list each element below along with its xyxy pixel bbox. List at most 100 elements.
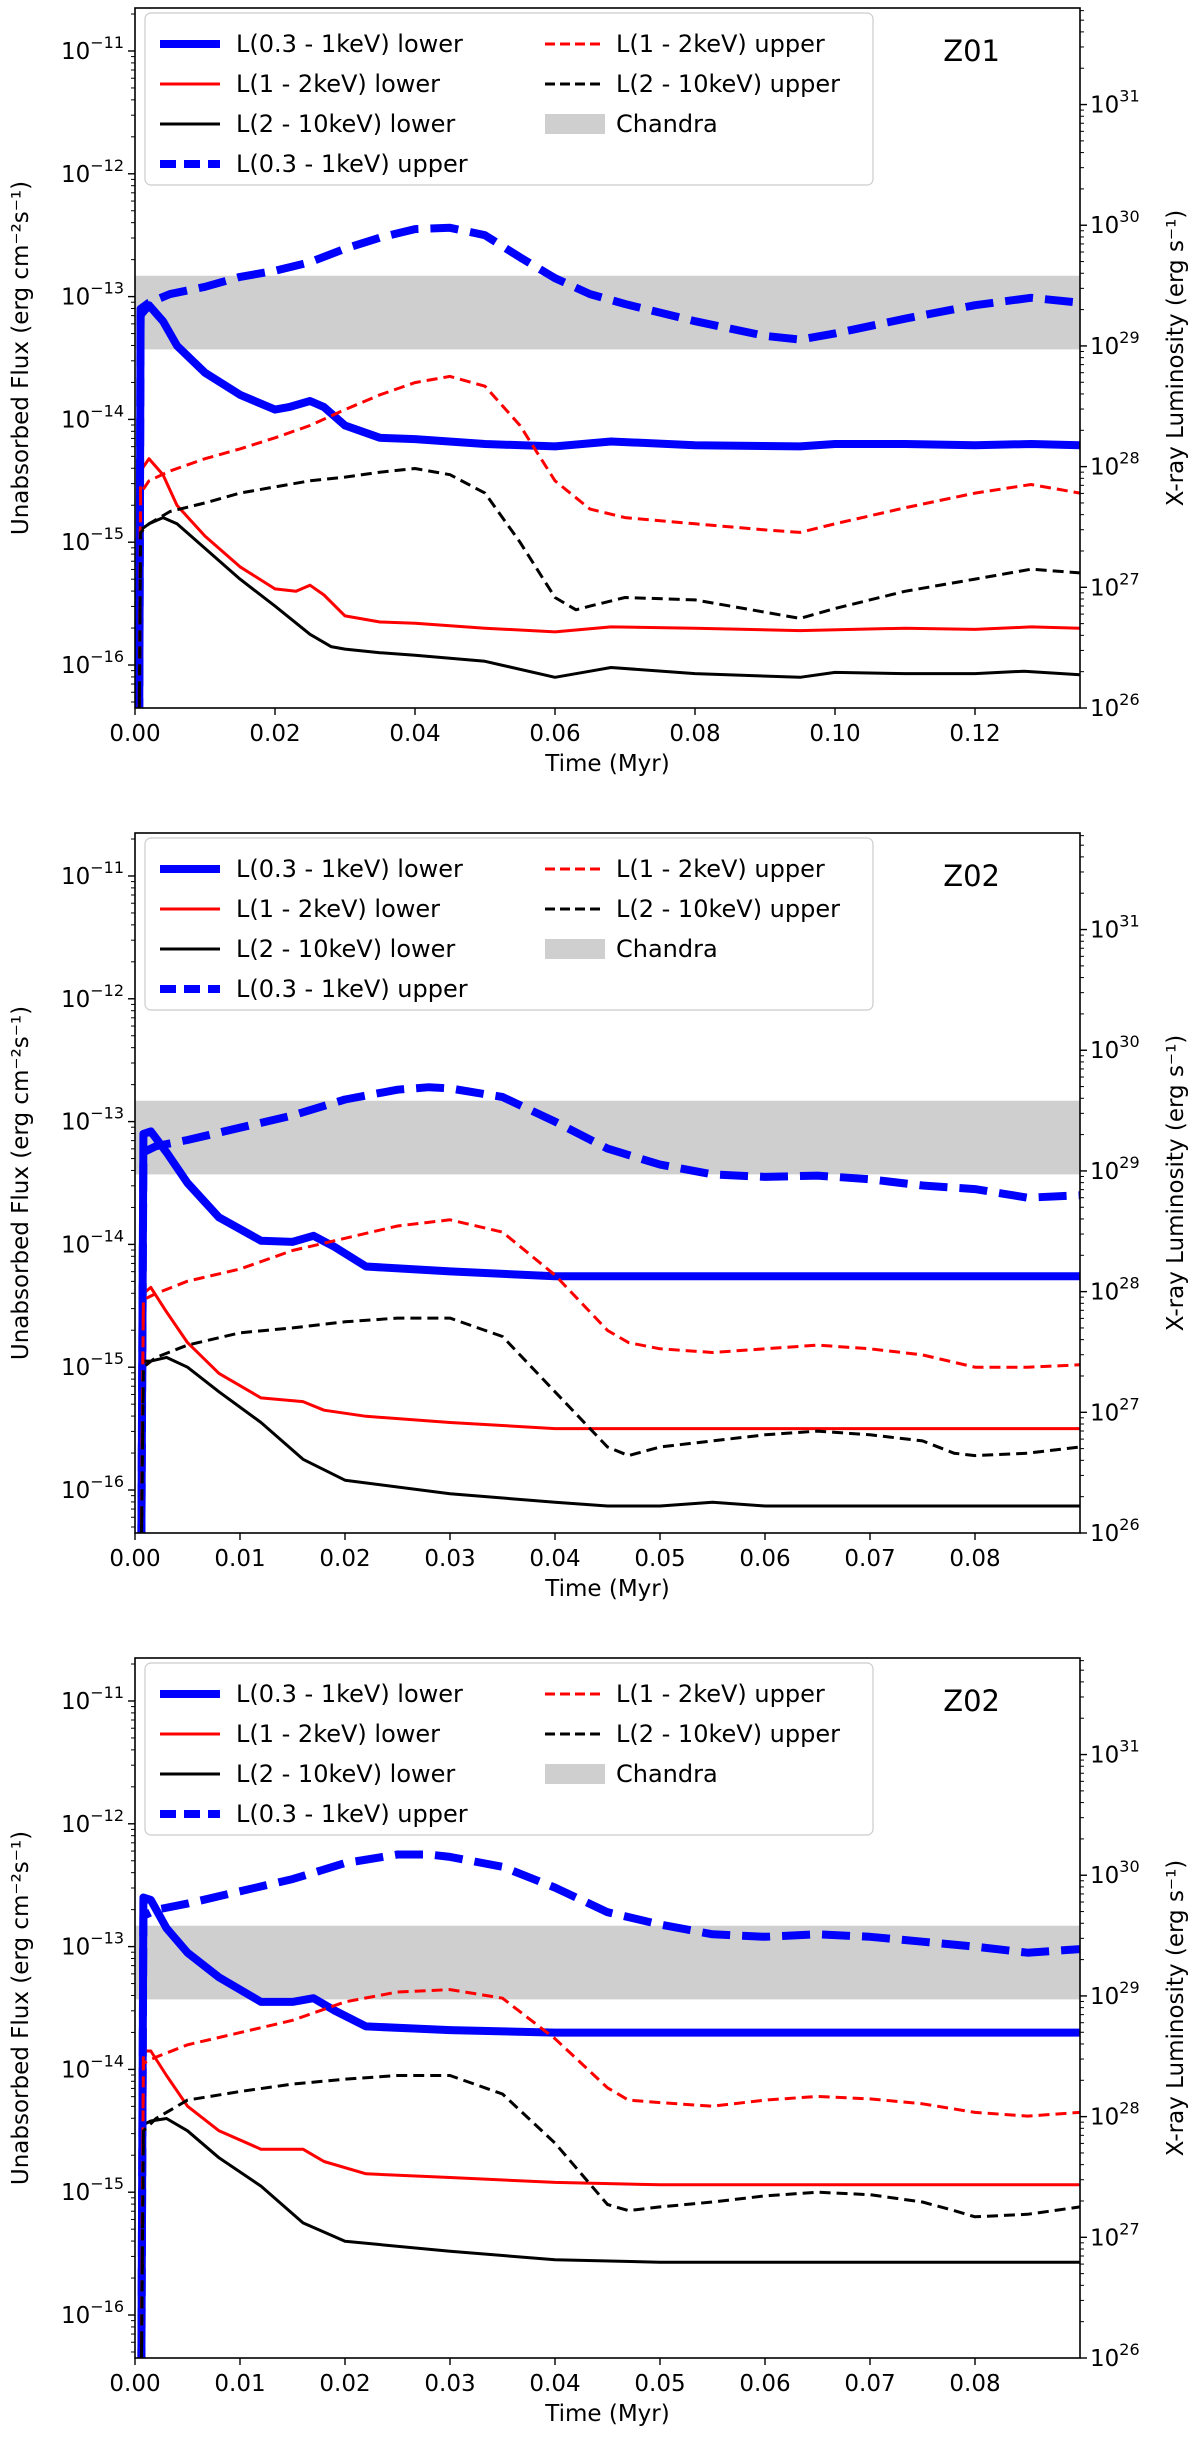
series-line-3 (140, 1355, 1080, 1533)
right-tick-exponent: 29 (1119, 328, 1139, 347)
series-line-2 (137, 457, 1080, 708)
legend-label: L(2 - 10keV) lower (236, 935, 455, 963)
x-tick-label: 0.03 (424, 2371, 475, 2397)
right-tick-exponent: 26 (1119, 690, 1139, 709)
series-line-4 (137, 1083, 1080, 1533)
right-tick-exponent: 26 (1119, 1515, 1139, 1534)
y-tick-exponent: −11 (90, 1683, 124, 1702)
series-line-6 (140, 1316, 1080, 1533)
right-tick-base: 10 (1090, 2346, 1119, 2372)
x-tick-label: 0.08 (949, 1546, 1000, 1572)
x-tick-label: 0.05 (634, 1546, 685, 1572)
right-tick-base: 10 (1090, 93, 1119, 119)
legend-label: L(1 - 2keV) upper (616, 855, 825, 883)
right-tick-base: 10 (1090, 1743, 1119, 1769)
x-tick-label: 0.02 (249, 721, 300, 747)
right-axis-title: X-ray Luminosity (erg s⁻¹) (1163, 210, 1189, 507)
chandra-band (135, 1100, 1080, 1175)
legend-label: L(0.3 - 1keV) upper (236, 1800, 468, 1828)
right-tick-label: 1029 (1090, 1153, 1140, 1185)
legend-label: L(1 - 2keV) upper (616, 30, 825, 58)
right-tick-label: 1031 (1090, 912, 1140, 944)
right-tick-label: 1027 (1090, 569, 1140, 601)
legend-label: L(1 - 2keV) lower (236, 70, 440, 98)
series-line-2 (139, 2049, 1080, 2358)
legend-label: L(0.3 - 1keV) upper (236, 975, 468, 1003)
right-tick-base: 10 (1090, 1280, 1119, 1306)
right-tick-label: 1027 (1090, 1394, 1140, 1426)
legend-swatch-chandra (545, 939, 605, 959)
y-tick-exponent: −15 (90, 524, 124, 543)
y-tick-label: 10−15 (61, 524, 124, 556)
chandra-band (135, 275, 1080, 350)
right-tick-label: 1028 (1090, 2099, 1140, 2131)
right-tick-label: 1026 (1090, 2340, 1140, 2372)
x-tick-label: 0.05 (634, 2371, 685, 2397)
legend: L(0.3 - 1keV) lower L(1 - 2keV) lower L(2 … (144, 837, 874, 1011)
y-tick-exponent: −13 (90, 1104, 124, 1123)
right-tick-label: 1028 (1090, 449, 1140, 481)
series-line-5 (139, 1218, 1080, 1533)
left-axis-title: Unabsorbed Flux (erg cm⁻²s⁻¹) (8, 1831, 34, 2185)
y-tick-exponent: −16 (90, 647, 124, 666)
y-tick-exponent: −15 (90, 2174, 124, 2193)
series-line-5 (137, 374, 1080, 708)
right-tick-label: 1029 (1090, 1978, 1140, 2010)
y-tick-label: 10−14 (61, 2051, 124, 2083)
right-tick-label: 1028 (1090, 1274, 1140, 1306)
series-group (137, 1850, 1080, 2358)
y-tick-exponent: −11 (90, 33, 124, 52)
y-tick-exponent: −13 (90, 1929, 124, 1948)
y-tick-base: 10 (61, 2180, 90, 2206)
y-tick-exponent: −12 (90, 156, 124, 175)
right-tick-label: 1030 (1090, 1032, 1140, 1064)
right-axis-title: X-ray Luminosity (erg s⁻¹) (1163, 1860, 1189, 2157)
legend-label: Chandra (616, 1760, 718, 1788)
right-tick-exponent: 28 (1119, 2099, 1139, 2118)
chart-panel-1: 0.00 0.02 0.04 0.06 0.08 0.10 0.12 Time (Myr) 10… (8, 7, 1189, 777)
legend-label: L(2 - 10keV) lower (236, 1760, 455, 1788)
legend-box (144, 1662, 874, 1836)
legend-label: L(0.3 - 1keV) lower (236, 855, 463, 883)
y-tick-base: 10 (61, 1812, 90, 1838)
legend: L(0.3 - 1keV) lower L(1 - 2keV) lower L(2 … (144, 1662, 874, 1836)
y-tick-base: 10 (61, 285, 90, 311)
series-line-1 (135, 301, 1080, 708)
right-tick-base: 10 (1090, 1038, 1119, 1064)
panel-label: Z02 (943, 859, 1000, 893)
series-group (137, 1083, 1080, 1533)
chart-panel-2: 0.00 0.01 0.02 0.03 0.04 0.05 0.06 0.07 0.08 Time… (8, 832, 1189, 1602)
x-tick-label: 0.00 (109, 2371, 160, 2397)
right-tick-label: 1030 (1090, 1857, 1140, 1889)
y-tick-label: 10−14 (61, 1226, 124, 1258)
right-tick-exponent: 29 (1119, 1978, 1139, 1997)
chart-panel-3: 0.00 0.01 0.02 0.03 0.04 0.05 0.06 0.07 0.08 Time… (8, 1657, 1189, 2427)
x-axis-title: Time (Myr) (544, 2401, 669, 2427)
series-line-6 (137, 467, 1080, 708)
x-tick-label: 0.07 (844, 1546, 895, 1572)
left-axis-title: Unabsorbed Flux (erg cm⁻²s⁻¹) (8, 1006, 34, 1360)
x-tick-label: 0.02 (319, 1546, 370, 1572)
right-tick-label: 1030 (1090, 207, 1140, 239)
right-tick-base: 10 (1090, 455, 1119, 481)
x-axis-title: Time (Myr) (544, 751, 669, 777)
y-tick-base: 10 (61, 407, 90, 433)
legend-swatch-chandra (545, 1764, 605, 1784)
right-tick-exponent: 31 (1119, 87, 1139, 106)
x-tick-label: 0.10 (809, 721, 860, 747)
right-tick-exponent: 26 (1119, 2340, 1139, 2359)
x-tick-label: 0.07 (844, 2371, 895, 2397)
panel-label: Z02 (943, 1684, 1000, 1718)
right-tick-label: 1026 (1090, 690, 1140, 722)
y-tick-label: 10−14 (61, 401, 124, 433)
legend-label: L(0.3 - 1keV) lower (236, 1680, 463, 1708)
right-tick-base: 10 (1090, 1159, 1119, 1185)
y-tick-base: 10 (61, 530, 90, 556)
x-tick-label: 0.00 (109, 1546, 160, 1572)
y-tick-base: 10 (61, 1355, 90, 1381)
y-tick-exponent: −16 (90, 2297, 124, 2316)
y-tick-exponent: −15 (90, 1349, 124, 1368)
series-line-3 (137, 516, 1080, 708)
x-tick-label: 0.08 (669, 721, 720, 747)
x-tick-label: 0.08 (949, 2371, 1000, 2397)
